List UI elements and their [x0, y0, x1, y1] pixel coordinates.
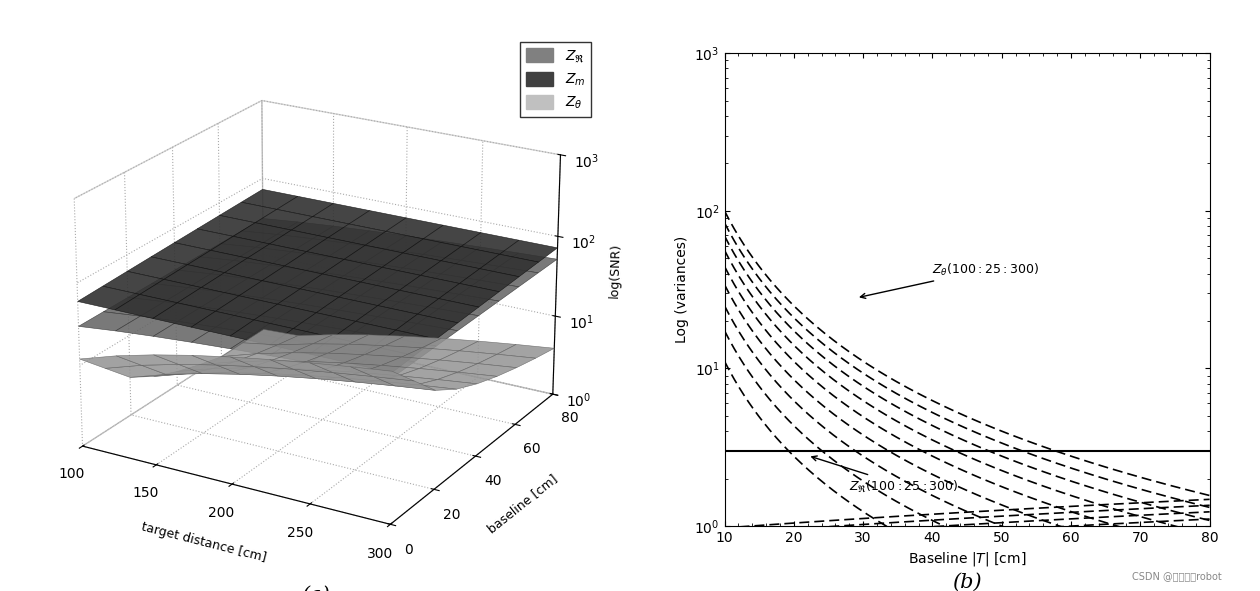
Y-axis label: baseline [cm]: baseline [cm] — [485, 472, 561, 536]
X-axis label: Baseline $|T|$ [cm]: Baseline $|T|$ [cm] — [908, 550, 1026, 569]
Text: CSDN @果壳中的robot: CSDN @果壳中的robot — [1133, 571, 1222, 581]
Text: $Z_{\theta}(100:25:300)$: $Z_{\theta}(100:25:300)$ — [861, 261, 1040, 298]
Text: (b): (b) — [953, 573, 982, 591]
Text: (a): (a) — [301, 586, 329, 591]
Text: $Z_{\mathfrak{R}}(100:25:300)$: $Z_{\mathfrak{R}}(100:25:300)$ — [811, 456, 959, 494]
Y-axis label: Log (variances): Log (variances) — [675, 236, 689, 343]
X-axis label: target distance [cm]: target distance [cm] — [140, 520, 267, 564]
Legend: $Z_{\mathfrak{R}}$, $Z_m$, $Z_{\theta}$: $Z_{\mathfrak{R}}$, $Z_m$, $Z_{\theta}$ — [520, 43, 591, 117]
